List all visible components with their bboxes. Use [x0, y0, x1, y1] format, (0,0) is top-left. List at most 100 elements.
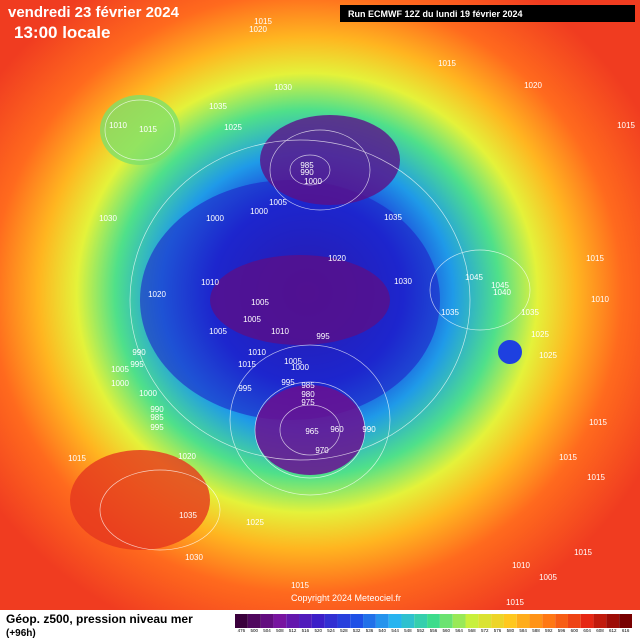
copyright: Copyright 2024 Meteociel.fr	[291, 593, 401, 603]
colorbar-label: 584	[519, 628, 527, 633]
isobar-label: 1015	[506, 598, 524, 607]
colorbar-label: 572	[481, 628, 489, 633]
colorbar-label: 600	[571, 628, 579, 633]
isobar-label: 990	[150, 405, 164, 414]
colorbar-cell	[324, 614, 338, 628]
isobar-label: 995	[281, 378, 295, 387]
isobar-label: 1020	[524, 81, 542, 90]
isobar-label: 1030	[274, 83, 292, 92]
colorbar-label: 612	[609, 628, 617, 633]
isobar-label: 1010	[512, 561, 530, 570]
colorbar-cell	[503, 614, 517, 628]
colorbar-label: 540	[379, 628, 387, 633]
isobar-label: 1035	[384, 213, 402, 222]
isobar-label: 1015	[68, 454, 86, 463]
isobar-label: 985	[301, 381, 315, 390]
isobar-label: 1030	[394, 277, 412, 286]
colorbar-label: 536	[366, 628, 374, 633]
isobar-label: 1000	[206, 214, 224, 223]
low	[255, 385, 365, 475]
colorbar-cell	[286, 614, 300, 628]
isobar-label: 1000	[250, 207, 268, 216]
isobar-label: 1005	[269, 198, 287, 207]
colorbar-label: 532	[353, 628, 361, 633]
colorbar-label: 604	[583, 628, 591, 633]
isobar-label: 1000	[304, 177, 322, 186]
colorbar-cell	[491, 614, 504, 628]
isobar-label: 1015	[139, 125, 157, 134]
colorbar-cell	[593, 614, 607, 628]
colorbar-label: 512	[289, 628, 297, 633]
isobar-label: 1005	[111, 365, 129, 374]
colorbar-label: 528	[340, 628, 348, 633]
isobar-label: 1010	[271, 327, 289, 336]
isobar-label: 1015	[587, 473, 605, 482]
colorbar-cell	[363, 614, 376, 628]
colorbar-label: 476	[238, 628, 246, 633]
isobar-label: 1010	[201, 278, 219, 287]
colorbar-cell	[555, 614, 568, 628]
isobar-label: 995	[130, 360, 144, 369]
colorbar-cell	[542, 614, 556, 628]
isobar-label: 1005	[243, 315, 261, 324]
isobar-label: 1040	[493, 288, 511, 297]
isobar-label: 990	[362, 425, 376, 434]
isobar-label: 990	[300, 168, 314, 177]
colorbar-cell	[516, 614, 530, 628]
colorbar-cell	[388, 614, 402, 628]
isobar-label: 1045	[465, 273, 483, 282]
isobar-label: 1035	[179, 511, 197, 520]
colorbar-label: 544	[391, 628, 399, 633]
isobar-label: 1035	[441, 308, 459, 317]
colorbar-label: 588	[532, 628, 540, 633]
isobar-label: 1020	[328, 254, 346, 263]
isobar-label: 1010	[591, 295, 609, 304]
colorbar-cell	[350, 614, 364, 628]
low	[210, 255, 390, 345]
isobar-label: 1005	[209, 327, 227, 336]
colorbar-label: 504	[263, 628, 271, 633]
colorbar-cell	[401, 614, 415, 628]
colorbar-label: 552	[417, 628, 425, 633]
isobar-label: 995	[238, 384, 252, 393]
colorbar-label: 520	[314, 628, 322, 633]
isobar-label: 1015	[586, 254, 604, 263]
colorbar-label: 580	[507, 628, 515, 633]
low	[260, 115, 400, 205]
colorbar-cell	[375, 614, 389, 628]
isobar-label: 1030	[99, 214, 117, 223]
isobar-label: 1015	[589, 418, 607, 427]
colorbar-cell	[273, 614, 287, 628]
isobar-label: 1015	[574, 548, 592, 557]
isobar-label: 960	[330, 425, 344, 434]
colorbar-label: 564	[455, 628, 463, 633]
isobar-label: 1030	[185, 553, 203, 562]
isobar-label: 1015	[254, 17, 272, 26]
isobar-label: 995	[150, 423, 164, 432]
colorbar-label: 508	[276, 628, 284, 633]
isobar-label: 1000	[291, 363, 309, 372]
isobar-label: 1000	[111, 379, 129, 388]
colorbar-label: 500	[250, 628, 258, 633]
isobar-label: 1005	[251, 298, 269, 307]
isobar-label: 1025	[224, 123, 242, 132]
colorbar-label: 524	[327, 628, 335, 633]
high	[70, 450, 210, 550]
isobar-label: 1010	[248, 348, 266, 357]
isobar-label: 1025	[246, 518, 264, 527]
colorbar-cell	[606, 614, 620, 628]
time: 13:00 locale	[14, 23, 110, 42]
cutoff-low	[498, 340, 522, 364]
colorbar-label: 616	[622, 628, 630, 633]
isobar-label: 970	[315, 446, 329, 455]
isobar-label: 1015	[438, 59, 456, 68]
isobar-label: 990	[132, 348, 146, 357]
run: Run ECMWF 12Z du lundi 19 février 2024	[348, 9, 523, 19]
isobars	[99, 99, 531, 551]
isobar-label: 985	[300, 161, 314, 170]
colorbar-label: 596	[558, 628, 566, 633]
isobar-label: 1015	[559, 453, 577, 462]
colorbar-label: 548	[404, 628, 412, 633]
colorbar-label: 560	[443, 628, 451, 633]
